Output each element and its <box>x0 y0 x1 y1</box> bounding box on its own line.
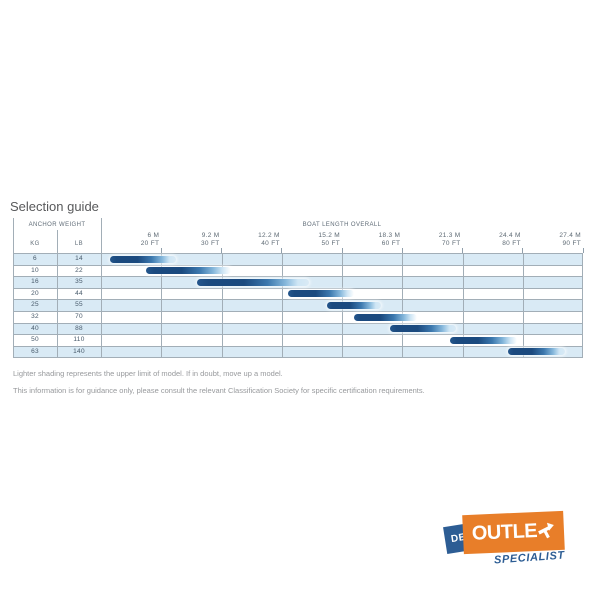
axis-label: 6 M 20 FT <box>99 232 159 248</box>
table-body: 6 14 10 22 16 35 20 44 25 55 32 70 40 88 50 110 63 140 <box>13 253 583 359</box>
range-bar <box>507 348 565 356</box>
axis-tick <box>522 248 524 253</box>
axis-label-ft: 60 FT <box>381 240 401 247</box>
range-bar <box>390 325 457 333</box>
kg-column-header: KG <box>30 241 40 247</box>
axis-label-ft: 80 FT <box>502 240 521 247</box>
axis-label-m: 21.3 M <box>438 232 461 239</box>
axis-label-m: 24.4 M <box>499 232 521 239</box>
kg-value: 6 <box>33 255 37 262</box>
axis-label-m: 15.2 M <box>318 232 340 239</box>
kg-value: 10 <box>31 266 39 274</box>
anchor-weight-header: ANCHOR WEIGHT <box>28 222 86 228</box>
table-row: 50 110 <box>13 334 583 346</box>
axis-tick <box>582 248 584 253</box>
chart-cell <box>101 289 583 300</box>
lb-value: 70 <box>75 312 83 320</box>
chart-cell <box>101 347 583 358</box>
logo-outlet-text: OUTLE <box>471 519 538 545</box>
table-row: 6 14 <box>13 253 583 265</box>
axis-label-m: 6 M <box>147 232 160 239</box>
axis-label-ft: 90 FT <box>562 240 581 247</box>
table-row: 20 44 <box>13 287 583 300</box>
table-left-border <box>13 218 14 253</box>
table-row: 40 88 <box>13 322 583 335</box>
axis-label-ft: 20 FT <box>140 240 160 247</box>
kg-value: 40 <box>31 324 39 332</box>
section-divider <box>101 218 102 253</box>
selection-guide-table: ANCHOR WEIGHT BOAT LENGTH OVERALL KG LB … <box>13 218 584 359</box>
axis-label-m: 12.2 M <box>258 232 280 239</box>
lb-column-header: LB <box>74 241 84 247</box>
logo-outlet-box: OUTLE <box>462 510 565 555</box>
axis-label-ft: 50 FT <box>321 240 340 247</box>
axis-label-ft: 40 FT <box>261 240 280 247</box>
axis-label: 24.4 M 80 FT <box>461 232 521 248</box>
range-bar <box>326 302 382 310</box>
axis-tick <box>341 248 343 253</box>
axis-label: 9.2 M 30 FT <box>160 232 220 248</box>
lb-value: 88 <box>75 324 83 332</box>
axis-label-m: 27.4 M <box>559 232 581 239</box>
boat-length-header: BOAT LENGTH OVERALL <box>302 222 382 228</box>
kg-lb-divider <box>57 230 58 253</box>
lb-value: 14 <box>75 255 83 262</box>
axis-tick <box>221 248 222 253</box>
chart-cell <box>101 312 583 323</box>
chart-cell <box>101 335 583 346</box>
axis-tick <box>160 248 162 253</box>
outlet-specialist-logo: DE OUTLE SPECIALIST <box>443 509 584 573</box>
lb-value: 55 <box>75 301 83 309</box>
table-row: 25 55 <box>13 299 583 311</box>
chart-cell <box>101 266 583 277</box>
axis-label: 15.2 M 50 FT <box>280 232 340 248</box>
kg-value: 20 <box>31 289 39 297</box>
axis-label-ft: 30 FT <box>201 240 220 247</box>
range-bar <box>354 313 418 321</box>
kg-value: 32 <box>31 312 39 320</box>
chart-cell <box>101 254 583 265</box>
range-bar <box>197 278 309 286</box>
chart-cell <box>101 277 583 288</box>
axis-tick <box>281 248 283 253</box>
lb-value: 110 <box>73 336 85 344</box>
table-row: 63 140 <box>13 345 583 358</box>
axis-tick <box>401 248 403 253</box>
table-row: 32 70 <box>13 310 583 323</box>
axis-label-m: 9.2 M <box>201 232 220 239</box>
axis-label: 21.3 M 70 FT <box>401 232 461 248</box>
footnote-shading: Lighter shading represents the upper lim… <box>13 369 283 378</box>
kg-value: 50 <box>31 336 39 344</box>
chart-cell <box>101 324 583 335</box>
axis-label: 27.4 M 90 FT <box>521 232 581 248</box>
range-bar <box>146 267 231 275</box>
lb-value: 35 <box>75 278 83 286</box>
range-bar <box>287 290 355 298</box>
axis-label-m: 18.3 M <box>378 232 401 239</box>
axis-label-ft: 70 FT <box>442 240 461 247</box>
lb-value: 140 <box>73 347 85 355</box>
table-row: 16 35 <box>13 276 583 288</box>
footnote-guidance: This information is for guidance only, p… <box>13 386 425 395</box>
table-header: ANCHOR WEIGHT BOAT LENGTH OVERALL KG LB … <box>13 218 584 253</box>
chart-cell <box>101 300 583 311</box>
range-bar <box>110 255 177 263</box>
axis-label: 18.3 M 60 FT <box>340 232 400 248</box>
page-title: Selection guide <box>10 199 99 214</box>
axis-tick <box>462 248 463 253</box>
range-bar <box>450 336 517 344</box>
table-row: 10 22 <box>13 264 583 277</box>
kg-value: 25 <box>31 301 39 309</box>
lb-value: 44 <box>75 289 83 297</box>
kg-value: 63 <box>31 347 39 355</box>
arrow-icon <box>538 522 554 538</box>
kg-value: 16 <box>31 278 39 286</box>
lb-value: 22 <box>75 266 83 274</box>
axis-label: 12.2 M 40 FT <box>220 232 280 248</box>
